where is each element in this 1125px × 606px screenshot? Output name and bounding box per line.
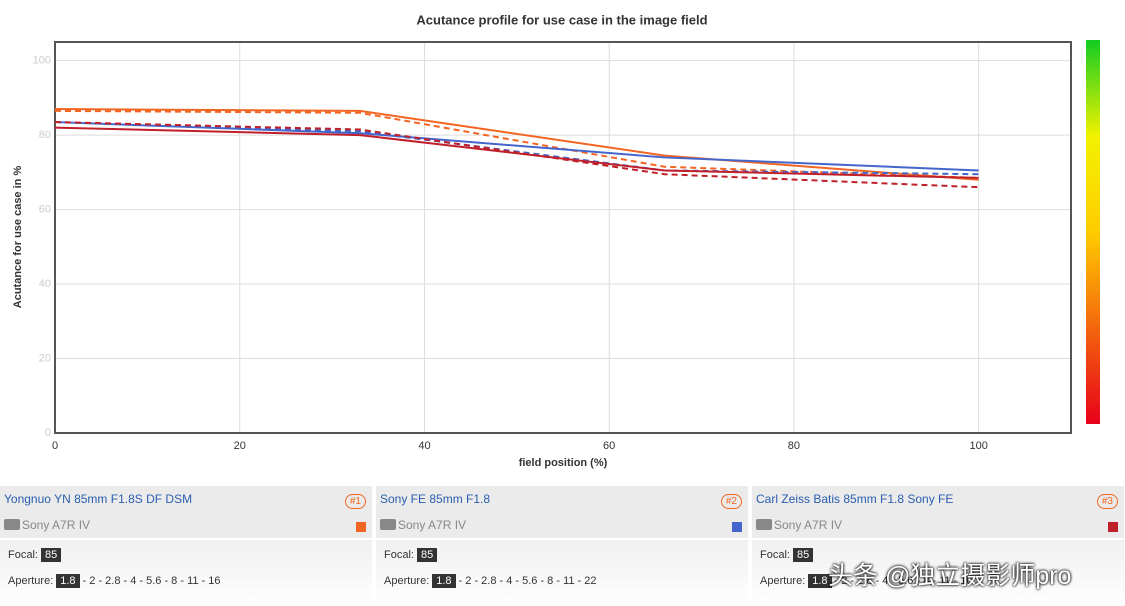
aperture-selected: 1.8	[56, 574, 80, 588]
lens-badge: #3	[1096, 494, 1118, 509]
focal-label: Focal:	[384, 549, 414, 561]
camera: Sony A7R IV	[380, 518, 466, 532]
x-tick-label: 0	[52, 440, 58, 452]
x-tick-label: 60	[603, 440, 615, 452]
series-line	[54, 121, 979, 189]
lens-badge: #2	[720, 494, 742, 509]
aperture-selected: 1.8	[808, 574, 832, 588]
camera: Sony A7R IV	[4, 518, 90, 532]
y-tick-label: 0	[45, 427, 51, 439]
aperture-options[interactable]: - 2 - 2.8 - 4 - 5.6 - 8 - 11 - 22	[458, 575, 597, 587]
color-swatch	[1108, 522, 1118, 532]
color-swatch	[356, 522, 366, 532]
lens-settings: Focal: 85 Aperture: 1.8- 2 - 2.8 - 4 - 5.6 …	[0, 540, 372, 606]
x-axis-label: field position (%)	[519, 457, 608, 469]
camera-name: Sony A7R IV	[22, 518, 91, 532]
focal-label: Focal:	[8, 549, 38, 561]
lens-name[interactable]: Carl Zeiss Batis 85mm F1.8 Sony FE	[756, 492, 954, 506]
lens-badge: #1	[344, 494, 366, 509]
y-tick-label: 60	[39, 203, 51, 215]
focal-label: Focal:	[760, 549, 790, 561]
aperture-row: Aperture: 1.8- 2 - 2.8 - 4 - 5.6 - 8 - 11…	[760, 574, 973, 588]
camera-icon	[4, 519, 20, 530]
camera: Sony A7R IV	[756, 518, 842, 532]
y-tick-label: 100	[33, 55, 51, 67]
lens-header: Yongnuo YN 85mm F1.8S DF DSM #1 Sony A7R I…	[0, 486, 372, 538]
aperture-options[interactable]: - 2 - 2.8 - 4 - 5.6 - 8 - 11 - 16	[834, 575, 973, 587]
x-tick-label: 20	[234, 440, 246, 452]
focal-row: Focal: 85	[384, 548, 440, 562]
lens-header: Sony FE 85mm F1.8 #2 Sony A7R IV	[376, 486, 748, 538]
camera-icon	[756, 519, 772, 530]
aperture-label: Aperture:	[8, 575, 54, 587]
camera-icon	[380, 519, 396, 530]
lens-name[interactable]: Yongnuo YN 85mm F1.8S DF DSM	[4, 492, 193, 506]
aperture-row: Aperture: 1.8- 2 - 2.8 - 4 - 5.6 - 8 - 11…	[8, 574, 221, 588]
camera-name: Sony A7R IV	[398, 518, 467, 532]
lens-panel: Carl Zeiss Batis 85mm F1.8 Sony FE #3 Sony…	[752, 486, 1124, 606]
series-line	[54, 121, 979, 172]
focal-row: Focal: 85	[760, 548, 816, 562]
focal-value: 85	[416, 548, 438, 562]
lens-name[interactable]: Sony FE 85mm F1.8	[380, 492, 491, 506]
focal-value: 85	[40, 548, 62, 562]
aperture-label: Aperture:	[760, 575, 806, 587]
series-line	[54, 121, 979, 176]
aperture-label: Aperture:	[384, 575, 430, 587]
lens-header: Carl Zeiss Batis 85mm F1.8 Sony FE #3 Sony…	[752, 486, 1124, 538]
lens-settings: Focal: 85 Aperture: 1.8- 2 - 2.8 - 4 - 5.6 …	[752, 540, 1124, 606]
x-tick-label: 100	[969, 440, 987, 452]
y-axis-label: Acutance for use case in %	[12, 166, 24, 309]
lens-panel: Sony FE 85mm F1.8 #2 Sony A7R IV Focal: 85 Ap…	[376, 486, 748, 606]
y-tick-label: 80	[39, 129, 51, 141]
series-line	[54, 126, 979, 179]
y-tick-label: 20	[39, 352, 51, 364]
color-scale	[1086, 40, 1100, 424]
lens-settings: Focal: 85 Aperture: 1.8- 2 - 2.8 - 4 - 5.6 …	[376, 540, 748, 606]
aperture-row: Aperture: 1.8- 2 - 2.8 - 4 - 5.6 - 8 - 11…	[384, 574, 597, 588]
y-tick-label: 40	[39, 278, 51, 290]
lens-panel: Yongnuo YN 85mm F1.8S DF DSM #1 Sony A7R I…	[0, 486, 372, 606]
focal-value: 85	[792, 548, 814, 562]
camera-name: Sony A7R IV	[774, 518, 843, 532]
lens-panels: Yongnuo YN 85mm F1.8S DF DSM #1 Sony A7R I…	[0, 486, 1125, 606]
series-line	[54, 108, 979, 181]
focal-row: Focal: 85	[8, 548, 64, 562]
x-tick-label: 40	[418, 440, 430, 452]
x-tick-label: 80	[788, 440, 800, 452]
watermark: 头条 @独立摄影师pro	[828, 562, 1072, 590]
aperture-selected: 1.8	[432, 574, 456, 588]
plot-frame	[54, 41, 1072, 434]
series-line	[54, 109, 979, 179]
chart-title: Acutance profile for use case in the ima…	[416, 12, 707, 27]
color-swatch	[732, 522, 742, 532]
chart: Acutance profile for use case in the ima…	[12, 12, 1100, 469]
aperture-options[interactable]: - 2 - 2.8 - 4 - 5.6 - 8 - 11 - 16	[82, 575, 221, 587]
